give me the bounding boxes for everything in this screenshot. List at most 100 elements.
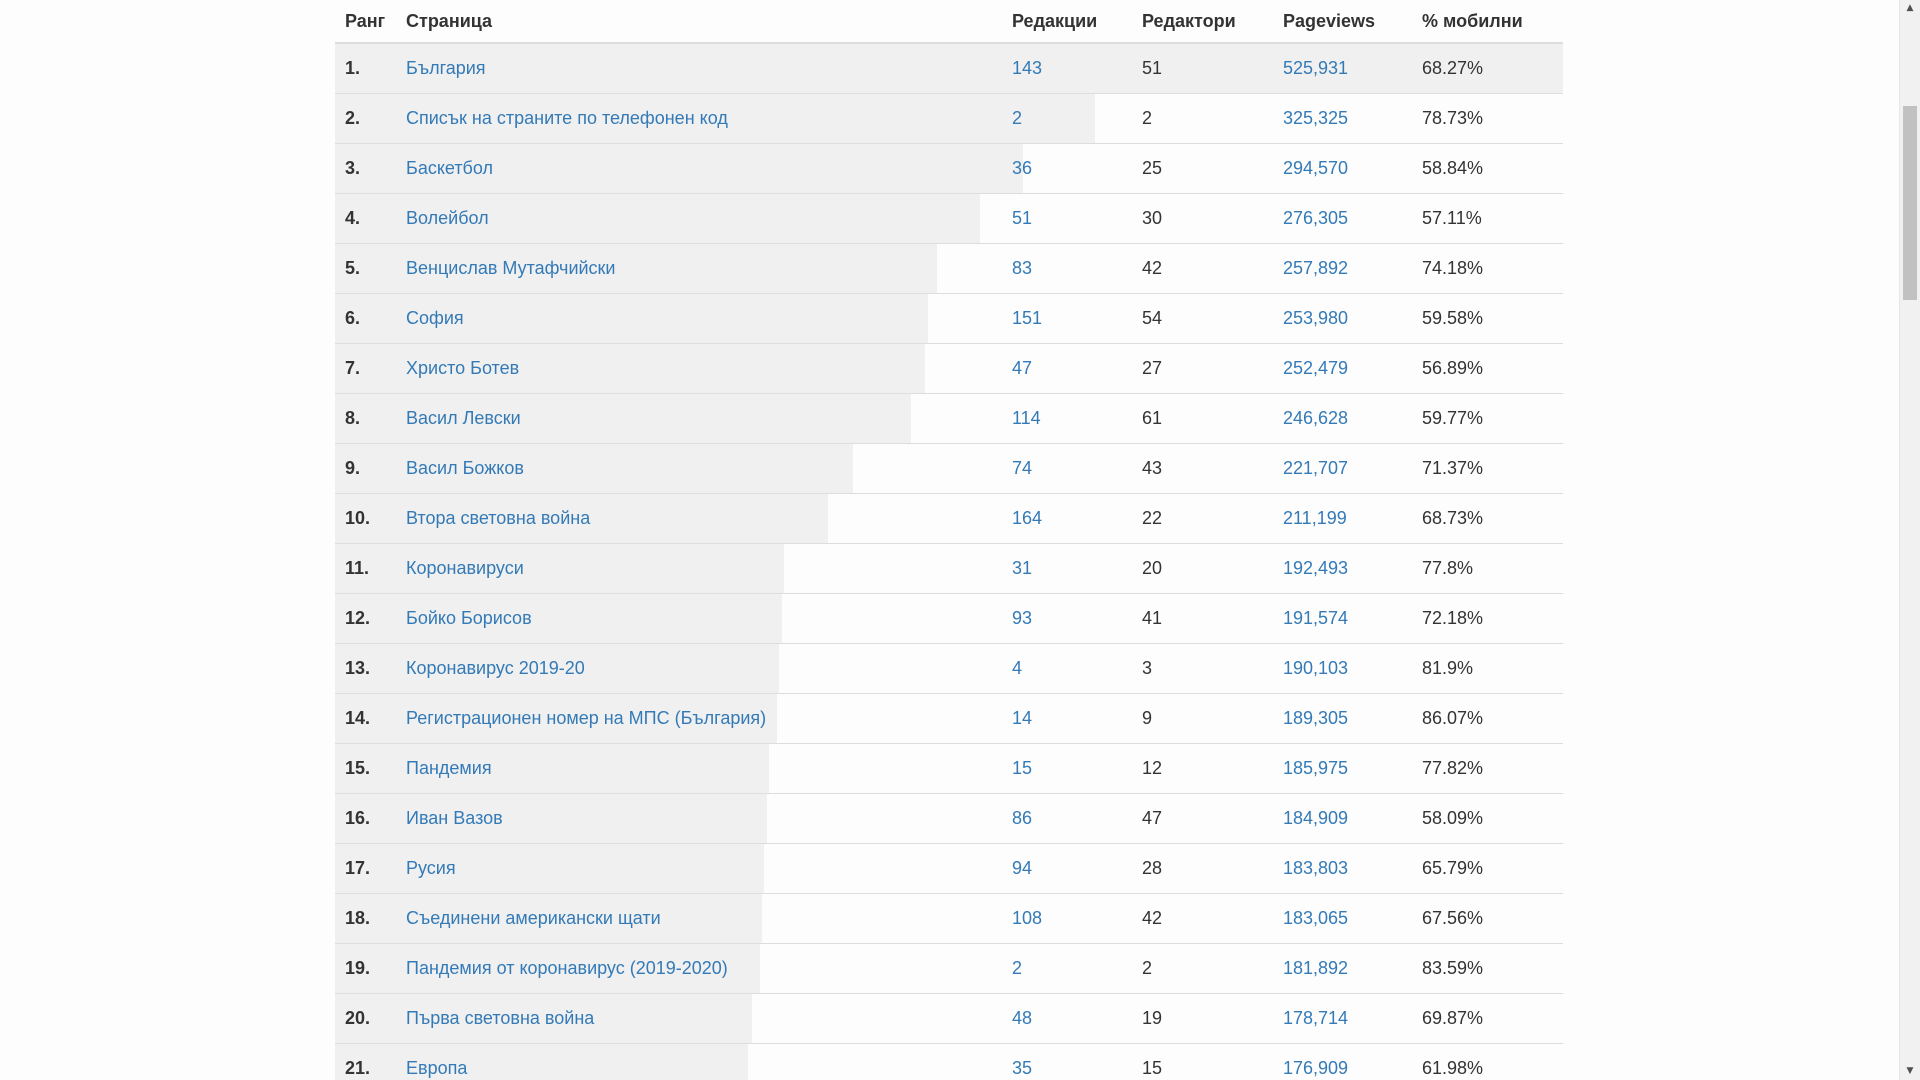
column-header-mobile[interactable]: % мобилни: [1412, 0, 1563, 44]
edits-link[interactable]: 74: [1012, 457, 1033, 478]
vertical-scrollbar-track[interactable]: ▲ ▼: [1899, 0, 1920, 1080]
pageviews-link[interactable]: 294,570: [1283, 157, 1349, 178]
edits-link[interactable]: 86: [1012, 807, 1033, 828]
pageviews-cell: 190,103: [1273, 642, 1412, 693]
scroll-up-arrow-icon[interactable]: ▲: [1906, 3, 1914, 13]
page-link[interactable]: Христо Ботев: [406, 357, 520, 378]
pageviews-link[interactable]: 176,909: [1283, 1057, 1349, 1078]
column-header-rank[interactable]: Ранг: [335, 0, 396, 44]
edits-link[interactable]: 2: [1012, 107, 1023, 128]
edits-link[interactable]: 151: [1012, 307, 1043, 328]
pageviews-link[interactable]: 181,892: [1283, 957, 1349, 978]
edits-link[interactable]: 164: [1012, 507, 1043, 528]
edits-link[interactable]: 4: [1012, 657, 1023, 678]
editors-cell: 25: [1132, 142, 1273, 193]
edits-link[interactable]: 14: [1012, 707, 1033, 728]
editors-cell: 61: [1132, 392, 1273, 443]
pageviews-link[interactable]: 257,892: [1283, 257, 1349, 278]
table-row: 5. Венцислав Мутафчийски 83 42 257,892 74.18%: [335, 242, 1563, 293]
pageviews-link[interactable]: 183,065: [1283, 907, 1349, 928]
page-link[interactable]: Бойко Борисов: [406, 607, 532, 628]
pageviews-cell: 246,628: [1273, 392, 1412, 443]
pageviews-link[interactable]: 189,305: [1283, 707, 1349, 728]
pageviews-link[interactable]: 276,305: [1283, 207, 1349, 228]
page-link[interactable]: Втора световна война: [406, 507, 591, 528]
pageviews-link[interactable]: 325,325: [1283, 107, 1349, 128]
pageviews-link[interactable]: 253,980: [1283, 307, 1349, 328]
editors-cell: 47: [1132, 792, 1273, 843]
page-link[interactable]: София: [406, 307, 464, 328]
edits-link[interactable]: 93: [1012, 607, 1033, 628]
page-link[interactable]: Първа световна война: [406, 1007, 595, 1028]
column-header-edits[interactable]: Редакции: [1002, 0, 1132, 44]
page-link[interactable]: Венцислав Мутафчийски: [406, 257, 616, 278]
column-header-page[interactable]: Страница: [396, 0, 1002, 44]
page-link[interactable]: Европа: [406, 1057, 468, 1078]
page-link[interactable]: Волейбол: [406, 207, 489, 228]
pageviews-link[interactable]: 183,803: [1283, 857, 1349, 878]
scrollbar-thumb[interactable]: [1903, 106, 1917, 300]
pageviews-link[interactable]: 525,931: [1283, 57, 1349, 78]
mobile-percent-cell: 69.87%: [1412, 992, 1563, 1043]
page-cell: Волейбол: [396, 192, 1002, 243]
page-link[interactable]: Васил Божков: [406, 457, 524, 478]
column-header-editors[interactable]: Редактори: [1132, 0, 1273, 44]
edits-link[interactable]: 143: [1012, 57, 1043, 78]
edits-link[interactable]: 47: [1012, 357, 1033, 378]
scroll-down-arrow-icon[interactable]: ▼: [1906, 1066, 1914, 1076]
pageviews-link[interactable]: 185,975: [1283, 757, 1349, 778]
page-link[interactable]: Иван Вазов: [406, 807, 503, 828]
edits-link[interactable]: 48: [1012, 1007, 1033, 1028]
pageviews-link[interactable]: 190,103: [1283, 657, 1349, 678]
column-header-pageviews[interactable]: Pageviews: [1273, 0, 1412, 44]
table-row: 7. Христо Ботев 47 27 252,479 56.89%: [335, 342, 1563, 393]
rank-cell: 14.: [335, 692, 396, 743]
edits-cell: 108: [1002, 892, 1132, 943]
pageviews-link[interactable]: 246,628: [1283, 407, 1349, 428]
edits-link[interactable]: 114: [1012, 407, 1041, 428]
page-link[interactable]: Коронавируси: [406, 557, 524, 578]
pageviews-link[interactable]: 192,493: [1283, 557, 1349, 578]
edits-link[interactable]: 51: [1012, 207, 1033, 228]
page-link[interactable]: Русия: [406, 857, 456, 878]
page-cell: Коронавируси: [396, 542, 1002, 593]
pageviews-link[interactable]: 178,714: [1283, 1007, 1349, 1028]
pageviews-link[interactable]: 184,909: [1283, 807, 1349, 828]
rank-cell: 11.: [335, 542, 396, 593]
page-cell: Васил Левски: [396, 392, 1002, 443]
pageviews-link[interactable]: 252,479: [1283, 357, 1349, 378]
page-link[interactable]: Списък на страните по телефонен код: [406, 107, 728, 128]
rank-cell: 7.: [335, 342, 396, 393]
page-link[interactable]: Регистрационен номер на МПС (България): [406, 707, 767, 728]
page-link[interactable]: Съединени американски щати: [406, 907, 661, 928]
page-cell: Европа: [396, 1042, 1002, 1080]
page-link[interactable]: Пандемия от коронавирус (2019-2020): [406, 957, 728, 978]
page-link[interactable]: България: [406, 57, 486, 78]
edits-link[interactable]: 108: [1012, 907, 1043, 928]
editors-cell: 54: [1132, 292, 1273, 343]
edits-link[interactable]: 31: [1012, 557, 1033, 578]
pageviews-link[interactable]: 211,199: [1283, 507, 1347, 528]
edits-cell: 48: [1002, 992, 1132, 1043]
pageviews-link[interactable]: 191,574: [1283, 607, 1349, 628]
mobile-percent-cell: 77.8%: [1412, 542, 1563, 593]
edits-link[interactable]: 94: [1012, 857, 1033, 878]
mobile-percent-cell: 68.73%: [1412, 492, 1563, 543]
edits-cell: 83: [1002, 242, 1132, 293]
rank-cell: 10.: [335, 492, 396, 543]
edits-link[interactable]: 2: [1012, 957, 1023, 978]
edits-link[interactable]: 83: [1012, 257, 1033, 278]
edits-link[interactable]: 15: [1012, 757, 1033, 778]
pageviews-link[interactable]: 221,707: [1283, 457, 1349, 478]
page-link[interactable]: Коронавирус 2019-20: [406, 657, 585, 678]
rank-cell: 16.: [335, 792, 396, 843]
page-link[interactable]: Васил Левски: [406, 407, 521, 428]
page-link[interactable]: Пандемия: [406, 757, 492, 778]
page-link[interactable]: Баскетбол: [406, 157, 493, 178]
edits-link[interactable]: 36: [1012, 157, 1033, 178]
edits-cell: 51: [1002, 192, 1132, 243]
edits-link[interactable]: 35: [1012, 1057, 1033, 1078]
topviews-table-container: Ранг Страница Редакции Редактори Pagevie…: [335, 0, 1563, 1080]
rank-cell: 2.: [335, 92, 396, 143]
edits-cell: 15: [1002, 742, 1132, 793]
